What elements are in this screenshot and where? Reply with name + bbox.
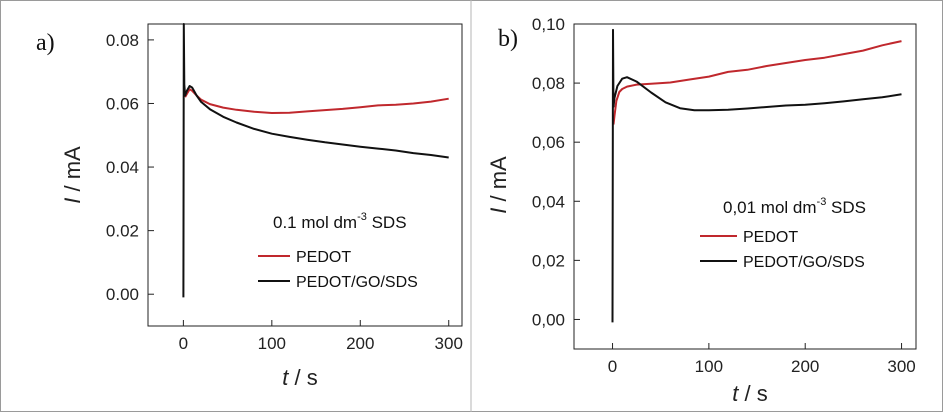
panel-a-series-0-line [184, 88, 449, 114]
panel-a-ytick-label-2: 0.04 [106, 158, 139, 177]
panel-b-series-0-line [612, 40, 902, 125]
panel-a-y-axis-label: I / mA [60, 146, 85, 204]
panel-b-ytick-label-1: 0,02 [532, 251, 565, 270]
panel-b-series-1-line [611, 28, 902, 323]
panel-b-x-axis-label: t / s [732, 381, 767, 406]
panel-a-x-axis-label: t / s [282, 365, 317, 390]
panel-b-legend-label-1: PEDOT/GO/SDS [743, 254, 865, 271]
panel-a-legend-label-0: PEDOT [296, 249, 351, 266]
panel-a-xtick-label-2: 200 [346, 334, 374, 353]
panel-b-ytick-label-5: 0,10 [532, 15, 565, 34]
panel-b-xtick-label-2: 200 [791, 357, 819, 376]
panel-a-xtick-label-3: 300 [435, 334, 463, 353]
panel-b-xtick-label-0: 0 [608, 357, 617, 376]
panel-b: b) 0 100 200 300 0,00 0,02 0,04 0,06 0,08 0,10 I … [486, 15, 917, 406]
panel-b-legend-label-0: PEDOT [743, 229, 798, 246]
panel-b-xtick-label-3: 300 [887, 357, 915, 376]
panel-b-series [611, 28, 902, 323]
panel-a-ytick-label-1: 0.02 [106, 222, 139, 241]
panel-a-plot-frame [147, 23, 463, 327]
panel-a-xtick-label-0: 0 [179, 334, 188, 353]
panel-a-annotation: 0.1 mol dm-3 SDS [273, 211, 407, 232]
panel-b-ytick-label-0: 0,00 [532, 310, 565, 329]
panel-b-ytick-label-2: 0,04 [532, 192, 565, 211]
panel-b-xtick-label-1: 100 [695, 357, 723, 376]
panel-b-ytick-label-4: 0,08 [532, 74, 565, 93]
panel-a-ytick-label-3: 0.06 [106, 94, 139, 113]
panel-b-plot-frame [573, 23, 917, 350]
panel-b-ticks: 0 100 200 300 0,00 0,02 0,04 0,06 0,08 0,10 [532, 15, 916, 376]
panel-a: a) 0 100 200 300 0.00 0.02 0.04 0.06 0.08 I / mA… [36, 23, 463, 390]
panel-b-ytick-label-3: 0,06 [532, 133, 565, 152]
panel-b-annotation: 0,01 mol dm-3 SDS [723, 196, 866, 217]
panel-a-legend-label-1: PEDOT/GO/SDS [296, 274, 418, 291]
panel-a-series-1-line [182, 23, 449, 298]
panel-a-ytick-label-0: 0.00 [106, 285, 139, 304]
panel-a-xtick-label-1: 100 [258, 334, 286, 353]
panel-a-series [182, 23, 449, 298]
panel-b-y-axis-label: I / mA [486, 156, 511, 214]
panel-b-label: b) [498, 26, 518, 52]
panel-a-ytick-label-4: 0.08 [106, 31, 139, 50]
panel-a-ticks: 0 100 200 300 0.00 0.02 0.04 0.06 0.08 [106, 31, 463, 353]
panel-a-label: a) [36, 30, 55, 56]
